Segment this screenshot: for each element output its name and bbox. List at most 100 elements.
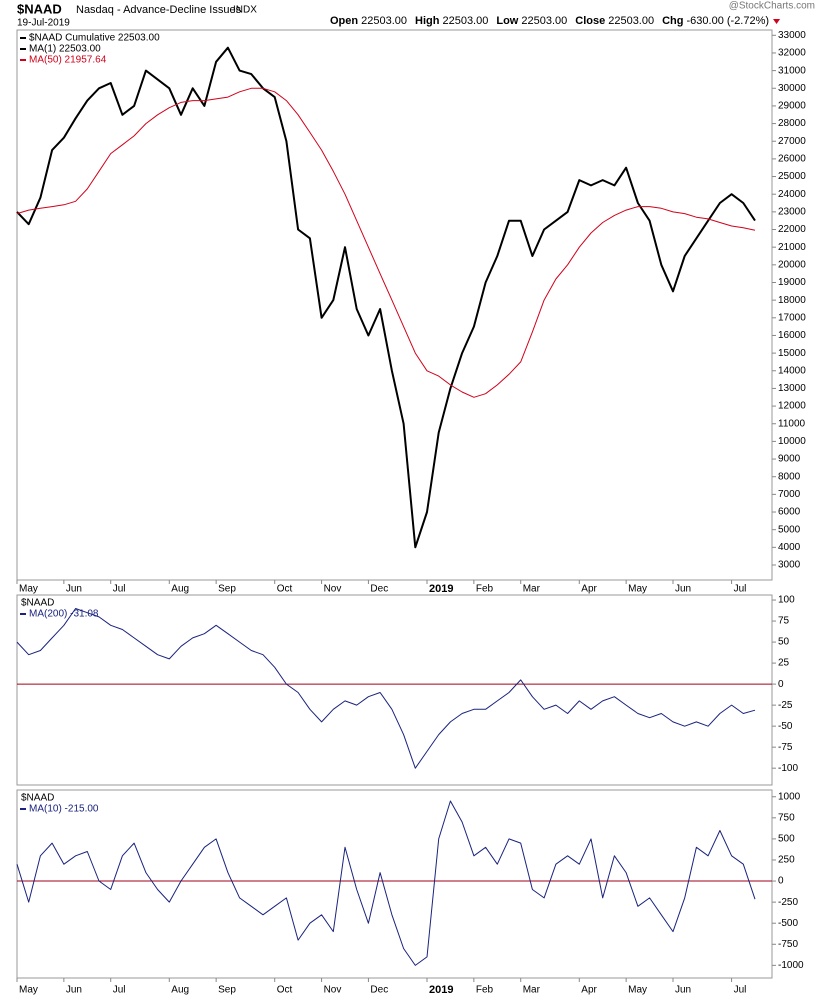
x-tick-label: May: [628, 584, 647, 595]
y-tick-label: -250: [778, 897, 798, 908]
y-tick-label: 11000: [778, 418, 806, 429]
y-tick-label: 31000: [778, 65, 806, 76]
y-tick-label: 0: [778, 876, 784, 887]
y-tick-label: 75: [778, 616, 790, 627]
panel-frame: [16, 789, 773, 979]
y-tick-label: 750: [778, 812, 795, 823]
x-tick-label: May: [628, 985, 647, 996]
y-tick-label: -75: [778, 742, 793, 753]
y-tick-label: 250: [778, 855, 795, 866]
quote-label: Open: [330, 15, 358, 27]
x-tick-label: Jul: [113, 985, 126, 996]
y-tick-label: -500: [778, 918, 798, 929]
x-tick-label: Jul: [734, 584, 747, 595]
quote-label: Close: [575, 15, 605, 27]
x-tick-label: Sep: [218, 584, 236, 595]
legend-label: MA(1) 22503.00: [29, 44, 101, 55]
legend-title: $NAAD: [21, 793, 54, 804]
y-tick-label: 9000: [778, 454, 801, 465]
series-line: [16, 608, 756, 769]
y-tick-label: 21000: [778, 242, 806, 253]
y-tick-label: -100: [778, 763, 798, 774]
y-tick-label: 1000: [778, 791, 801, 802]
x-tick-label: Jul: [113, 584, 126, 595]
quote-value: 22503.00: [521, 15, 567, 27]
y-tick-label: 100: [778, 595, 795, 606]
x-tick-label: Dec: [370, 985, 388, 996]
y-tick-label: -50: [778, 721, 793, 732]
y-tick-label: 17000: [778, 312, 806, 323]
y-tick-label: 50: [778, 637, 790, 648]
y-tick-label: 30000: [778, 83, 806, 94]
y-tick-label: -1000: [778, 960, 804, 971]
legend-label: MA(10) -215.00: [29, 804, 99, 815]
x-tick-label: Mar: [523, 985, 541, 996]
source: @StockCharts.com: [729, 1, 815, 12]
quote-value: -630.00 (-2.72%): [687, 15, 770, 27]
y-tick-label: 25000: [778, 171, 806, 182]
y-tick-label: 15000: [778, 348, 806, 359]
legend-title: $NAAD: [21, 598, 54, 609]
change-arrow: [773, 19, 781, 24]
y-tick-label: 28000: [778, 118, 806, 129]
y-tick-label: 32000: [778, 48, 806, 59]
x-tick-label: Nov: [324, 985, 342, 996]
y-tick-label: 7000: [778, 489, 801, 500]
y-tick-label: -750: [778, 939, 798, 950]
x-tick-label: Jun: [675, 584, 691, 595]
y-tick-label: 12000: [778, 401, 806, 412]
y-tick-label: 29000: [778, 101, 806, 112]
y-tick-label: 19000: [778, 277, 806, 288]
quote-label: High: [415, 15, 440, 27]
x-tick-label: Jun: [66, 985, 82, 996]
y-tick-label: 22000: [778, 224, 806, 235]
x-tick-label: 2019: [429, 984, 453, 996]
x-tick-label: Nov: [324, 584, 342, 595]
y-tick-label: 13000: [778, 383, 806, 394]
y-tick-label: -25: [778, 700, 793, 711]
date: 19-Jul-2019: [17, 18, 70, 29]
x-tick-label: Jun: [66, 584, 82, 595]
x-tick-label: Apr: [581, 985, 597, 996]
y-tick-label: 6000: [778, 507, 801, 518]
y-tick-label: 23000: [778, 207, 806, 218]
y-tick-label: 4000: [778, 542, 801, 553]
quote-value: 22503.00: [442, 15, 488, 27]
y-tick-label: 16000: [778, 330, 806, 341]
quote-value: 22503.00: [608, 15, 654, 27]
chart-title: $NAAD: [17, 1, 62, 16]
panel-frame: [16, 594, 773, 786]
x-tick-label: Dec: [370, 584, 388, 595]
legend-label: MA(50) 21957.64: [29, 55, 107, 66]
x-tick-label: Jun: [675, 985, 691, 996]
x-tick-label: May: [19, 584, 38, 595]
y-tick-label: 500: [778, 834, 795, 845]
x-tick-label: 2019: [429, 583, 453, 595]
y-tick-label: 24000: [778, 189, 806, 200]
series-line: [16, 46, 756, 549]
x-tick-label: Oct: [277, 985, 293, 996]
y-tick-label: 14000: [778, 365, 806, 376]
quote-value: 22503.00: [361, 15, 407, 27]
chart-subtitle: Nasdaq - Advance-Decline Issues: [76, 4, 242, 16]
x-tick-label: Mar: [523, 584, 541, 595]
series-line: [16, 800, 756, 966]
y-tick-label: 8000: [778, 471, 801, 482]
x-tick-label: Oct: [277, 584, 293, 595]
series-line: [16, 87, 756, 398]
y-tick-label: 33000: [778, 30, 806, 41]
quote-label: Chg: [662, 15, 683, 27]
x-tick-label: Feb: [476, 584, 494, 595]
y-tick-label: 27000: [778, 136, 806, 147]
quote-label: Low: [496, 15, 518, 27]
y-tick-label: 25: [778, 658, 790, 669]
x-tick-label: Jul: [734, 985, 747, 996]
y-tick-label: 26000: [778, 154, 806, 165]
x-tick-label: Sep: [218, 985, 236, 996]
y-tick-label: 10000: [778, 436, 806, 447]
legend-label: $NAAD Cumulative 22503.00: [29, 33, 160, 44]
exchange: INDX: [233, 5, 257, 16]
y-tick-label: 18000: [778, 295, 806, 306]
y-tick-label: 5000: [778, 524, 801, 535]
